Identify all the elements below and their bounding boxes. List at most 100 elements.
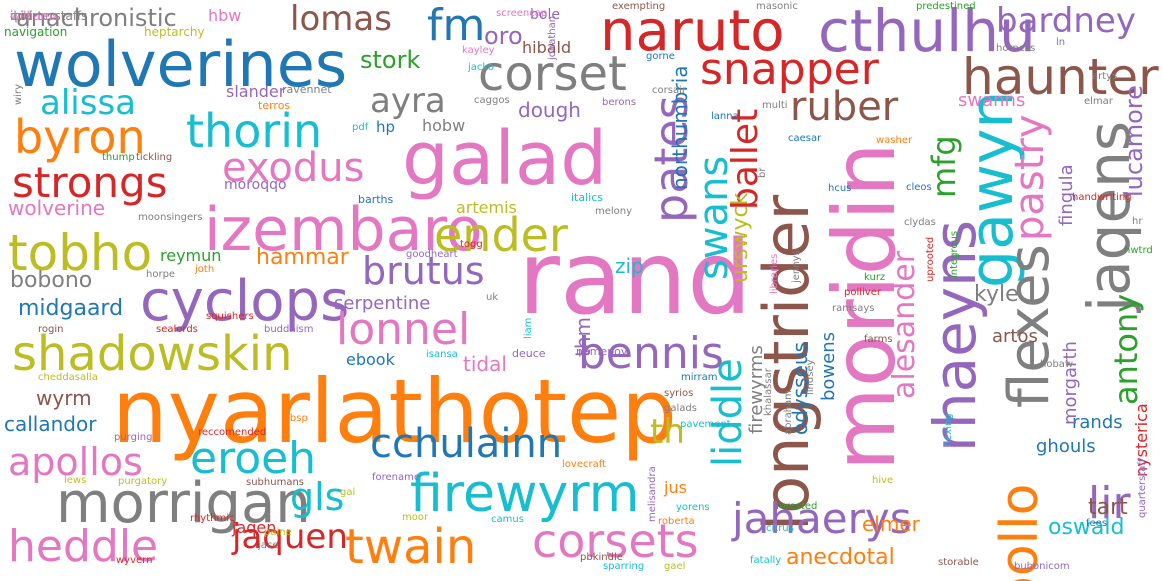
- cloud-word: hwtrd: [1124, 245, 1153, 256]
- cloud-word: predestined: [916, 1, 976, 12]
- cloud-word: bennis: [578, 328, 724, 379]
- cloud-word: bowens: [818, 331, 839, 401]
- cloud-word: togg: [460, 239, 483, 250]
- cloud-word: izembaro: [204, 195, 483, 265]
- cloud-word: jonathan: [547, 15, 558, 60]
- cloud-word: antony: [1107, 293, 1145, 406]
- cloud-word: hive: [872, 475, 894, 486]
- cloud-word: haunter: [962, 48, 1159, 106]
- cloud-word: jaquen: [232, 517, 348, 557]
- cloud-word: corsets: [532, 514, 699, 568]
- cloud-word: oswald: [1048, 515, 1125, 540]
- cloud-word: williams: [10, 9, 59, 23]
- cloud-word: tobho: [8, 224, 153, 282]
- cloud-word: lews: [64, 475, 87, 486]
- cloud-word: fatally: [750, 555, 782, 566]
- cloud-word: reccomended: [198, 427, 267, 438]
- cloud-word: serpentine: [334, 293, 431, 314]
- cloud-word: uprooted: [925, 236, 936, 282]
- cloud-word: buddhism: [264, 324, 314, 335]
- cloud-word: forename: [372, 472, 421, 483]
- cloud-word: quarterstaffs: [10, 9, 88, 23]
- cloud-word: kurz: [864, 272, 886, 283]
- cloud-word: morgarth: [1060, 341, 1081, 426]
- cloud-word: lir: [1088, 478, 1131, 529]
- cloud-word: abraham: [783, 390, 794, 436]
- cloud-word: masonic: [756, 1, 798, 12]
- cloud-word: artos: [992, 326, 1038, 347]
- cloud-word: jace: [258, 540, 279, 551]
- cloud-word: khalassar: [763, 367, 774, 416]
- cloud-word: thump: [102, 152, 135, 163]
- cloud-word: strongs: [12, 158, 168, 207]
- cloud-word: handwriting: [1072, 192, 1132, 203]
- cloud-word: lucamore: [1120, 85, 1148, 198]
- cloud-word: berons: [602, 97, 637, 108]
- cloud-word: bardney: [996, 1, 1136, 41]
- cloud-word: wolverine: [8, 196, 106, 220]
- cloud-word: kyle: [974, 282, 1019, 307]
- cloud-word: artemis: [456, 198, 517, 217]
- cloud-word: melisandra: [647, 466, 658, 522]
- cloud-word: zip: [615, 254, 644, 278]
- cloud-word: ramsays: [832, 303, 875, 314]
- cloud-word: camus: [491, 514, 524, 525]
- cloud-word: anecdotal: [786, 545, 895, 570]
- cloud-word: ln: [1056, 37, 1066, 48]
- cloud-word: alissa: [40, 83, 136, 123]
- cloud-word: br: [757, 167, 768, 179]
- cloud-word: yorens: [676, 502, 710, 513]
- cloud-word: dough: [518, 98, 581, 122]
- cloud-word: jennys: [791, 250, 802, 284]
- cloud-word: thorin: [186, 104, 323, 158]
- cloud-word: forested: [776, 501, 818, 512]
- cloud-word: horpe: [146, 269, 176, 280]
- cloud-word: callandor: [4, 412, 97, 436]
- cloud-word: goodheart: [406, 249, 458, 260]
- cloud-word: hp: [376, 118, 396, 136]
- cloud-word: rand: [518, 219, 752, 338]
- cloud-word: snapper: [700, 44, 879, 95]
- cloud-word: eroeh: [190, 433, 317, 484]
- cloud-word: wolverines: [14, 28, 348, 101]
- cloud-word: tidal: [463, 352, 507, 376]
- cloud-word: storable: [938, 557, 979, 568]
- cloud-word: lovecraft: [562, 459, 606, 470]
- cloud-word: pastry: [1007, 114, 1053, 241]
- cloud-word: byron: [14, 110, 146, 164]
- cloud-word: pbkindle: [580, 552, 623, 563]
- cloud-word: galads: [664, 403, 697, 414]
- cloud-word: barths: [358, 193, 394, 206]
- cloud-word: flexing: [943, 413, 954, 448]
- cloud-word: elmer: [862, 512, 920, 536]
- cloud-word: clydas: [904, 217, 936, 228]
- cloud-word: squishers: [206, 311, 254, 322]
- cloud-word: cthulhu: [818, 0, 1036, 65]
- cloud-word: namepov: [576, 345, 628, 358]
- cloud-word: uk: [486, 292, 499, 303]
- cloud-word: twain: [345, 519, 477, 575]
- cloud-word: wyvern: [116, 555, 153, 566]
- cloud-word: washer: [876, 135, 913, 146]
- cloud-word: alesander: [887, 251, 922, 400]
- cloud-word: hibald: [522, 38, 572, 57]
- cloud-word: rands: [1072, 412, 1123, 433]
- cloud-word: citrus: [766, 523, 794, 534]
- cloud-word: rhythmic: [190, 513, 235, 524]
- cloud-word: heddle: [8, 521, 159, 572]
- cloud-word: swanns: [958, 90, 1026, 111]
- cloud-word: wiry: [13, 83, 24, 105]
- cloud-word: hobw: [422, 116, 466, 135]
- cloud-word: hobaw: [1040, 359, 1074, 370]
- cloud-word: multi: [762, 100, 788, 111]
- cloud-word: jaqen: [232, 518, 277, 537]
- cloud-word: joth: [195, 264, 215, 275]
- cloud-word: purging: [114, 432, 153, 443]
- cloud-word: moonsingers: [138, 212, 203, 223]
- cloud-word: liam: [523, 317, 534, 339]
- cloud-word: gls: [290, 475, 345, 519]
- cloud-word: cchulainn: [370, 421, 563, 467]
- cloud-word: hbw: [208, 6, 242, 25]
- cloud-word: paine: [264, 527, 292, 538]
- cloud-word: lonnel: [336, 304, 471, 355]
